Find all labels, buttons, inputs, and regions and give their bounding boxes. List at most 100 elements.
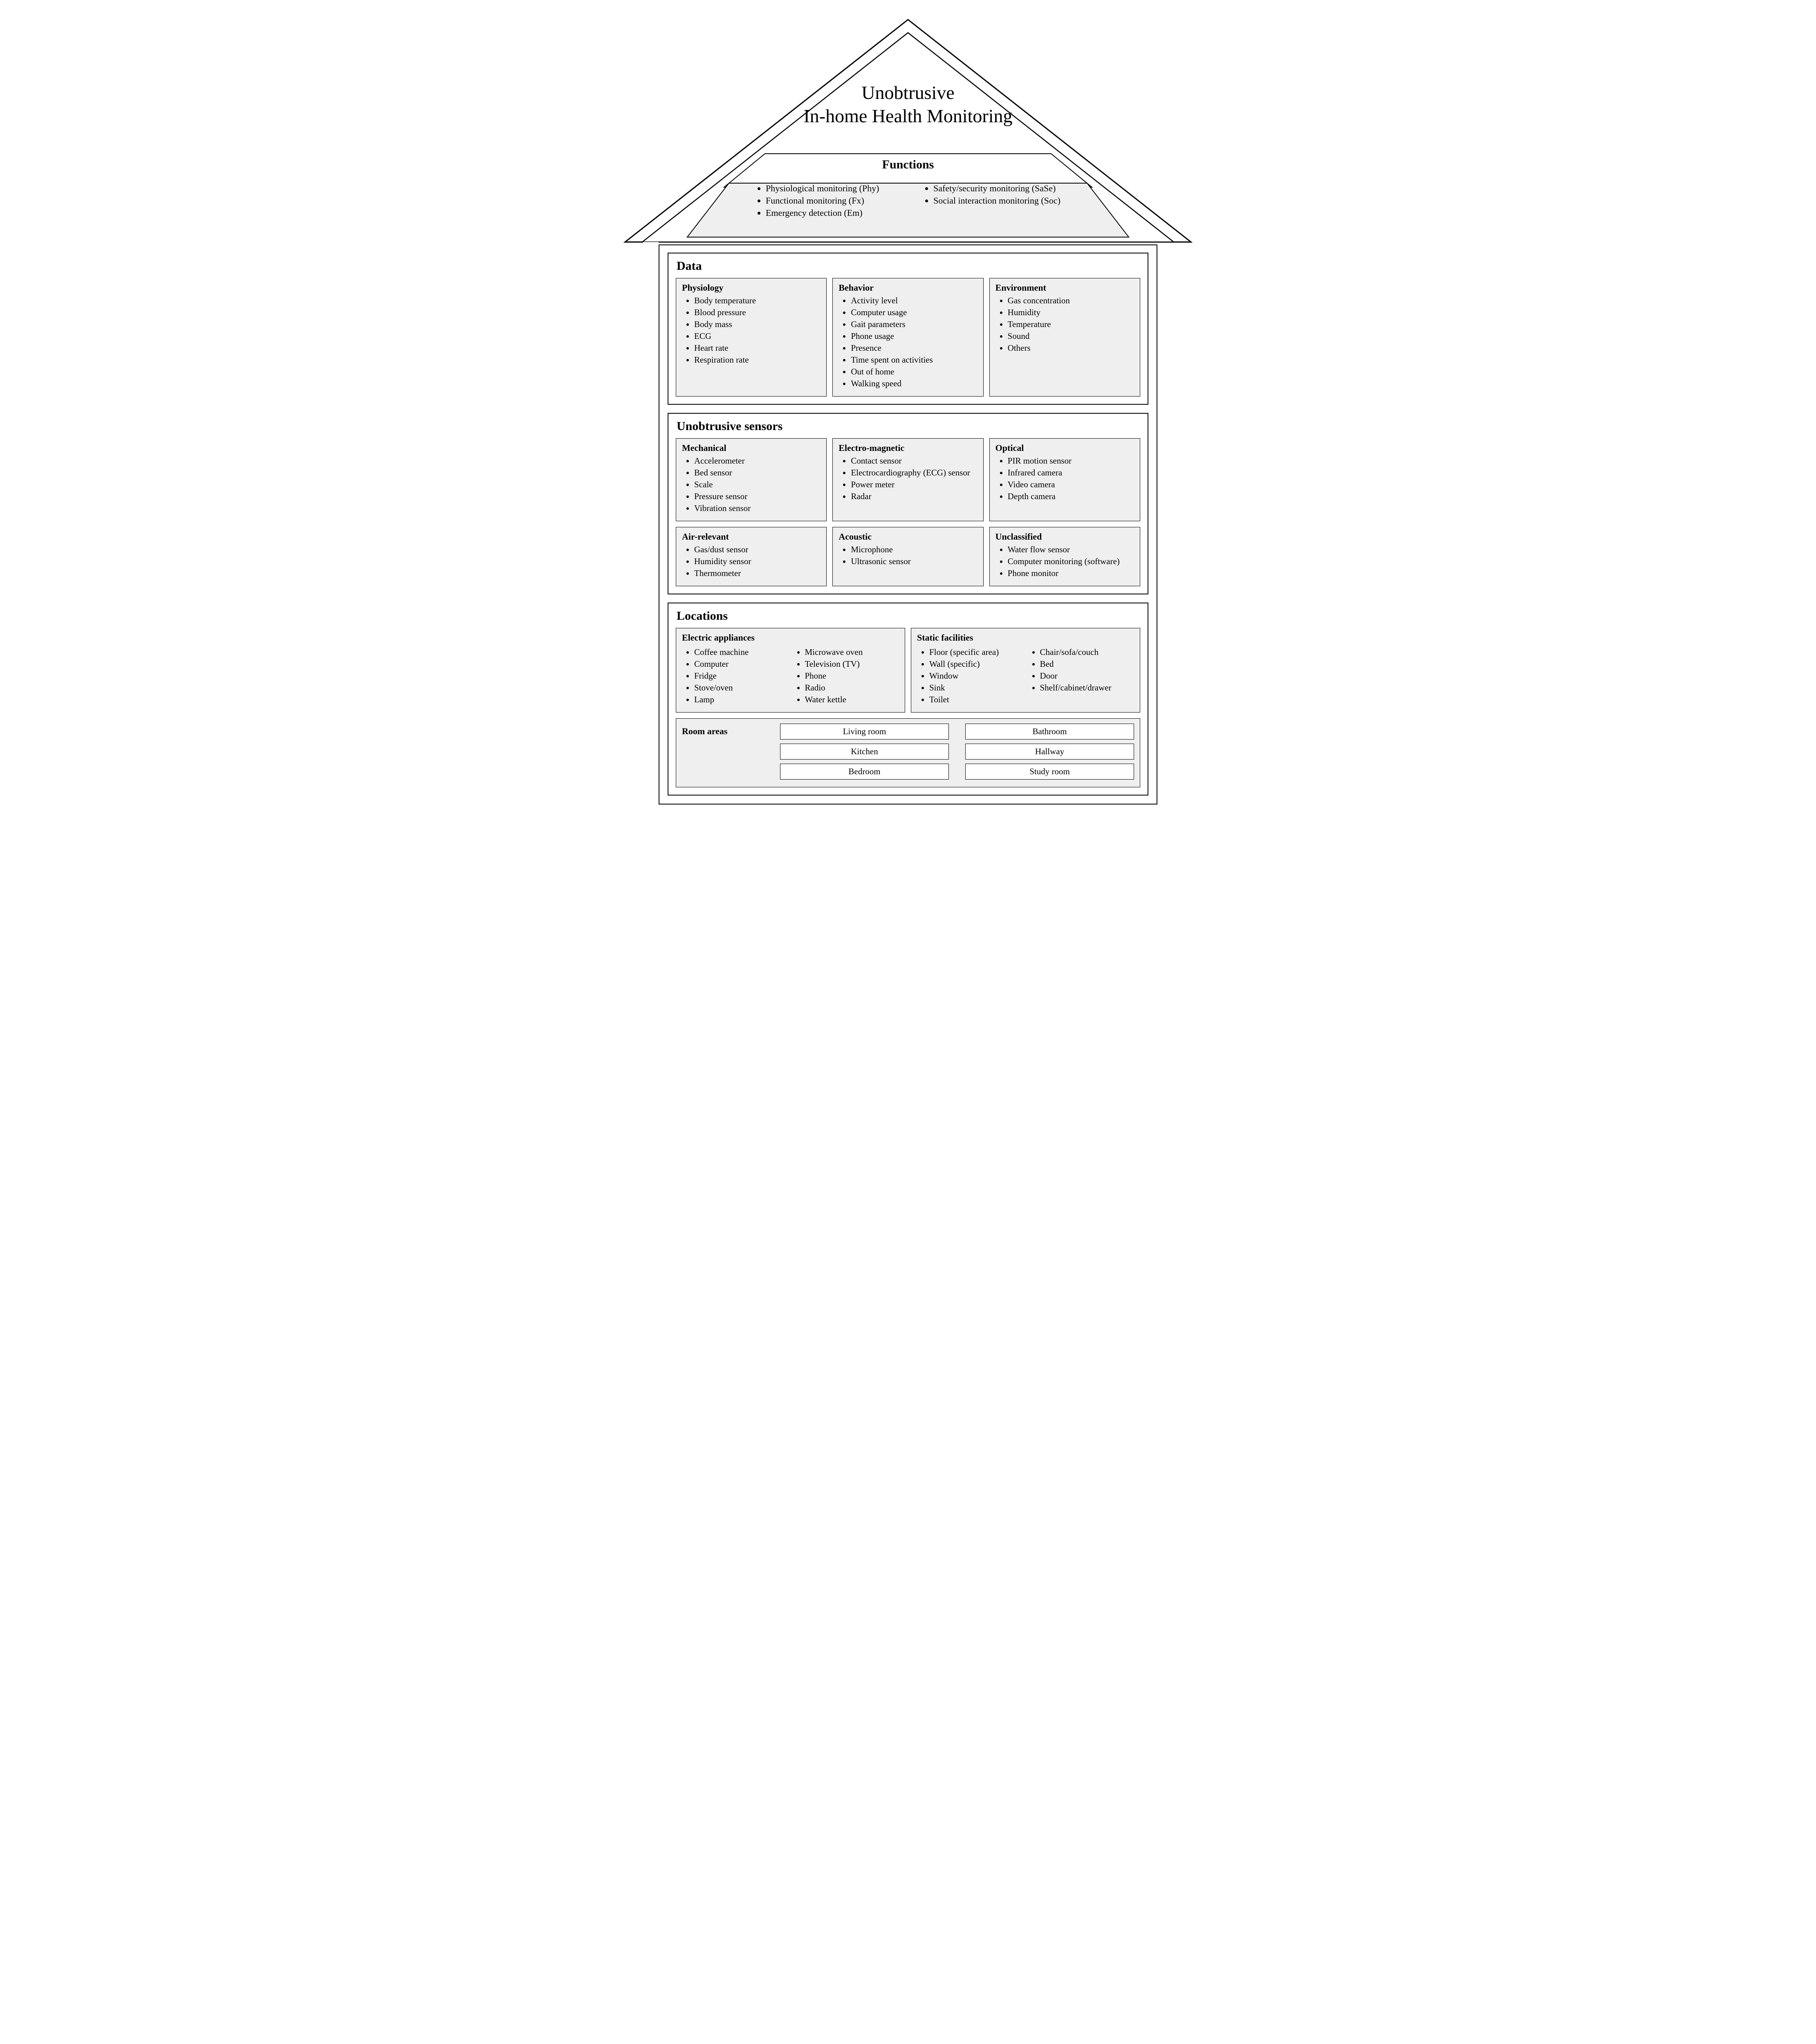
list-item: Body temperature — [694, 296, 821, 306]
title-line-2: In-home Health Monitoring — [622, 105, 1194, 127]
list-item: Others — [1008, 343, 1134, 353]
list-item: Infrared camera — [1008, 468, 1134, 478]
list-item: Computer usage — [851, 307, 977, 318]
room-box: Bedroom — [780, 764, 949, 780]
card-title: Environment — [995, 282, 1134, 293]
room-col-right: Bathroom Hallway Study room — [965, 724, 1134, 780]
section-data: Data Physiology Body temperature Blood p… — [668, 253, 1148, 405]
list-item: Fridge — [694, 671, 789, 681]
card-title: Mechanical — [682, 443, 821, 453]
list-item: Contact sensor — [851, 456, 977, 466]
list-item: Floor (specific area) — [929, 647, 1024, 657]
functions-panel: Functions Physiological monitoring (Phy)… — [724, 155, 1092, 228]
list-item: Scale — [694, 480, 821, 490]
list-item: Humidity — [1008, 307, 1134, 318]
functions-col-left: Physiological monitoring (Phy) Functiona… — [757, 182, 900, 220]
room-box: Kitchen — [780, 744, 949, 760]
list-item: Accelerometer — [694, 456, 821, 466]
list-item: Phone usage — [851, 331, 977, 341]
room-box: Bathroom — [965, 724, 1134, 740]
list-item: Safety/security monitoring (SaSe) — [933, 183, 1067, 194]
card-air-relevant: Air-relevant Gas/dust sensor Humidity se… — [676, 527, 827, 586]
list-item: Gas/dust sensor — [694, 545, 821, 555]
data-grid: Physiology Body temperature Blood pressu… — [676, 278, 1140, 397]
list-item: Microphone — [851, 545, 977, 555]
card-electromagnetic: Electro-magnetic Contact sensor Electroc… — [832, 438, 983, 521]
list-item: Thermometer — [694, 568, 821, 578]
diagram-stage: Unobtrusive In-home Health Monitoring Fu… — [622, 16, 1194, 805]
list-item: Time spent on activities — [851, 355, 977, 365]
functions-header: Functions — [724, 155, 1092, 176]
list-item: Body mass — [694, 319, 821, 329]
list-item: Phone monitor — [1008, 568, 1134, 578]
list-item: Vibration sensor — [694, 503, 821, 513]
functions-list-left: Physiological monitoring (Phy) Functiona… — [757, 183, 900, 218]
list-item: Television (TV) — [805, 659, 899, 669]
list-item: Stove/oven — [694, 683, 789, 693]
list-item: Sink — [929, 683, 1024, 693]
list-item: Power meter — [851, 480, 977, 490]
list-item: Walking speed — [851, 379, 977, 389]
list-item: Chair/sofa/couch — [1040, 647, 1134, 657]
list-item: Window — [929, 671, 1024, 681]
room-box: Living room — [780, 724, 949, 740]
roof-title: Unobtrusive In-home Health Monitoring — [622, 82, 1194, 127]
list-item: Video camera — [1008, 480, 1134, 490]
list-item: PIR motion sensor — [1008, 456, 1134, 466]
list-item: Shelf/cabinet/drawer — [1040, 683, 1134, 693]
list-item: Social interaction monitoring (Soc) — [933, 195, 1067, 206]
list-item: Gas concentration — [1008, 296, 1134, 306]
card-mechanical: Mechanical Accelerometer Bed sensor Scal… — [676, 438, 827, 521]
card-static-facilities: Static facilities Floor (specific area) … — [911, 628, 1140, 713]
room-areas-title: Room areas — [682, 724, 764, 737]
list-item: Bed sensor — [694, 468, 821, 478]
card-electric-appliances: Electric appliances Coffee machine Compu… — [676, 628, 905, 713]
card-title: Optical — [995, 443, 1134, 453]
list-item: Toilet — [929, 695, 1024, 705]
list-item: Lamp — [694, 695, 789, 705]
list-item: Temperature — [1008, 319, 1134, 329]
card-title: Physiology — [682, 282, 821, 293]
card-title: Electric appliances — [682, 632, 899, 643]
list-item: Computer monitoring (software) — [1008, 556, 1134, 567]
list-item: Heart rate — [694, 343, 821, 353]
sensors-grid-row1: Mechanical Accelerometer Bed sensor Scal… — [676, 438, 1140, 521]
list-item: Humidity sensor — [694, 556, 821, 567]
card-title: Acoustic — [838, 531, 977, 542]
sensors-grid-row2: Air-relevant Gas/dust sensor Humidity se… — [676, 527, 1140, 586]
card-title: Air-relevant — [682, 531, 821, 542]
card-physiology: Physiology Body temperature Blood pressu… — [676, 278, 827, 397]
list-item: Wall (specific) — [929, 659, 1024, 669]
card-unclassified: Unclassified Water flow sensor Computer … — [989, 527, 1140, 586]
list-item: Radar — [851, 491, 977, 502]
room-col-left: Living room Kitchen Bedroom — [780, 724, 949, 780]
title-line-1: Unobtrusive — [622, 82, 1194, 103]
card-acoustic: Acoustic Microphone Ultrasonic sensor — [832, 527, 983, 586]
section-locations: Locations Electric appliances Coffee mac… — [668, 603, 1148, 796]
list-item: Computer — [694, 659, 789, 669]
card-room-areas: Room areas Living room Kitchen Bedroom B… — [676, 718, 1140, 787]
list-item: Water flow sensor — [1008, 545, 1134, 555]
functions-list-right: Safety/security monitoring (SaSe) Social… — [924, 183, 1067, 206]
list-item: Ultrasonic sensor — [851, 556, 977, 567]
room-box: Study room — [965, 764, 1134, 780]
card-title: Electro-magnetic — [838, 443, 977, 453]
card-behavior: Behavior Activity level Computer usage G… — [832, 278, 983, 397]
list-item: ECG — [694, 331, 821, 341]
list-item: Phone — [805, 671, 899, 681]
list-item: Functional monitoring (Fx) — [766, 195, 900, 206]
list-item: Door — [1040, 671, 1134, 681]
card-title: Static facilities — [917, 632, 1134, 643]
list-item: Electrocardiography (ECG) sensor — [851, 468, 977, 478]
list-item: Blood pressure — [694, 307, 821, 318]
section-title-sensors: Unobtrusive sensors — [677, 419, 1140, 433]
list-item: Microwave oven — [805, 647, 899, 657]
list-item: Bed — [1040, 659, 1134, 669]
list-item: Presence — [851, 343, 977, 353]
list-item: Respiration rate — [694, 355, 821, 365]
list-item: Pressure sensor — [694, 491, 821, 502]
list-item: Water kettle — [805, 695, 899, 705]
card-environment: Environment Gas concentration Humidity T… — [989, 278, 1140, 397]
list-item: Out of home — [851, 367, 977, 377]
section-title-data: Data — [677, 259, 1140, 273]
